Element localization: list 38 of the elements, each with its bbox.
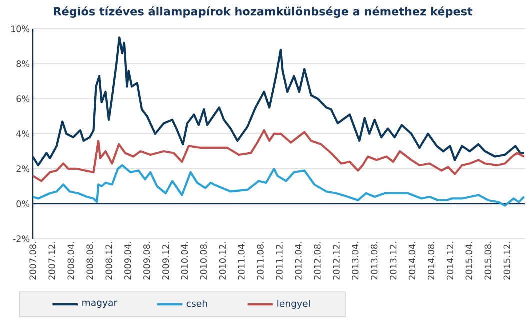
legend-label: magyar — [82, 300, 118, 308]
y-tick-label: 0% — [16, 200, 30, 208]
x-tick-label: 2009.08. — [144, 242, 150, 280]
x-tick-label: 2014.08. — [428, 242, 435, 280]
x-tick-label: 2008.08. — [86, 242, 94, 280]
x-tick-label: 2013.08. — [371, 242, 378, 280]
x-tick-label: 2011.08. — [257, 242, 264, 280]
legend-label: cseh — [186, 300, 208, 308]
x-tick-label: 2008.12. — [106, 242, 112, 280]
y-tick-label: 4% — [16, 130, 30, 138]
x-tick-label: 2010.12. — [219, 242, 226, 280]
y-tick-label: 2% — [16, 166, 30, 172]
line-series — [33, 36, 525, 167]
x-tick-label: 2013.04. — [352, 242, 359, 280]
legend-label: lengyel — [278, 300, 310, 309]
y-tick-label: 10% — [11, 26, 30, 32]
x-tick-label: 2014.12. — [446, 242, 454, 280]
x-tick-label: 2012.04. — [295, 242, 302, 280]
x-tick-label: 2009.04. — [124, 242, 132, 280]
x-tick-label: 2012.12. — [333, 242, 340, 280]
x-tick-label: 2015.08. — [484, 242, 492, 280]
y-tick-label: 6% — [16, 96, 30, 102]
chart-title: Régiós tízéves állampapírok hozamkülönbsége a némethez képest — [54, 6, 473, 18]
x-tick-label: 2009.12. — [162, 242, 170, 280]
x-tick-label: 2007.08. — [30, 242, 36, 280]
x-tick-label: 2011.12. — [276, 242, 283, 280]
x-tick-label: 2013.12. — [390, 242, 397, 280]
y-tick-label: -2% — [13, 236, 30, 242]
x-tick-label: 2012.08. — [314, 242, 321, 280]
x-tick-label: 2015.04. — [466, 242, 472, 280]
y-tick-label: 8% — [16, 60, 30, 68]
x-tick-label: 2010.08. — [200, 242, 208, 280]
x-tick-label: 2007.12. — [48, 242, 56, 280]
x-tick-label: 2010.04. — [181, 242, 188, 280]
x-tick-label: 2008.04. — [68, 242, 74, 280]
x-tick-label: 2015.12. — [504, 242, 510, 280]
x-tick-label: 2011.04. — [238, 242, 245, 280]
x-tick-label: 2014.04. — [408, 242, 416, 280]
